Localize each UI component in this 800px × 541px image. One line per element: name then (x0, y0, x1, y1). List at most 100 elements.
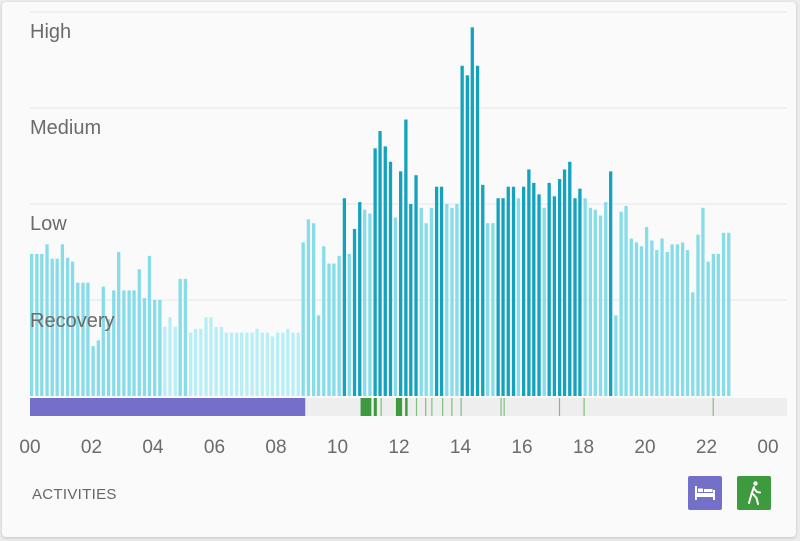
bar (235, 332, 239, 396)
bar (537, 194, 541, 396)
bar (634, 242, 639, 396)
bar (685, 250, 690, 396)
bar (158, 300, 162, 396)
bar (670, 244, 674, 396)
bar (70, 261, 75, 396)
walk-activity-block (360, 398, 372, 416)
walk-activity-mark (415, 398, 418, 416)
bar (240, 332, 244, 396)
bar (296, 332, 300, 396)
bar (40, 253, 44, 396)
bar (665, 252, 669, 396)
bar (399, 171, 403, 396)
bar (429, 207, 434, 396)
walk-activity-mark (460, 398, 462, 416)
bar (224, 332, 228, 396)
bar (204, 317, 208, 396)
bar (322, 246, 326, 396)
bar (378, 131, 382, 397)
bar (96, 340, 101, 396)
bar (465, 75, 470, 397)
bar (265, 332, 270, 396)
bar (598, 215, 603, 396)
bar (650, 240, 654, 396)
walk-activity-block (373, 398, 377, 416)
bar (414, 175, 418, 396)
bar (45, 244, 49, 396)
bed-icon-glyph (695, 486, 715, 500)
bar (250, 332, 254, 396)
bar (142, 298, 147, 396)
activities-label: ACTIVITIES (32, 486, 117, 503)
walking-person-icon[interactable] (737, 476, 771, 510)
bar (445, 204, 449, 396)
bar (81, 282, 85, 396)
x-tick-label: 06 (204, 437, 225, 458)
bar (306, 219, 311, 396)
x-tick-label: 00 (757, 437, 778, 458)
bar (588, 207, 593, 396)
bar (60, 244, 65, 396)
bar (153, 300, 157, 396)
bar (301, 242, 305, 396)
bar (112, 290, 116, 396)
bar (711, 253, 716, 396)
bar (619, 211, 623, 396)
bar (281, 332, 285, 396)
bar (327, 263, 331, 396)
bar (511, 186, 516, 396)
bar (352, 228, 357, 396)
bar (506, 186, 510, 396)
bar (527, 169, 531, 396)
bar (439, 186, 444, 396)
bar (30, 253, 34, 396)
bar (193, 328, 198, 396)
bar (393, 217, 398, 396)
bar (604, 202, 608, 396)
bar (286, 328, 290, 396)
bar (86, 282, 90, 396)
bar (214, 326, 218, 396)
bar (655, 250, 659, 396)
bar (496, 198, 500, 396)
bar (562, 169, 567, 396)
bar (701, 207, 705, 396)
bar (624, 205, 628, 396)
bar (727, 232, 731, 396)
walk-activity-mark (442, 398, 444, 416)
bar (255, 328, 259, 396)
bar (173, 326, 177, 396)
bar (373, 148, 377, 396)
bar (91, 346, 95, 396)
bar (35, 253, 39, 396)
bar (542, 207, 546, 396)
walk-activity-mark (583, 398, 585, 416)
bar (470, 27, 474, 397)
x-tick-label: 20 (634, 437, 655, 458)
bar (168, 317, 172, 396)
walk-activity-mark (425, 398, 427, 416)
bar (147, 255, 152, 396)
x-tick-label: 14 (450, 437, 472, 458)
x-tick-label: 00 (19, 437, 40, 458)
bar (629, 238, 633, 396)
bed-icon[interactable] (688, 476, 722, 510)
bar (337, 255, 341, 396)
bar (716, 253, 720, 396)
bar (424, 223, 428, 396)
bar (614, 315, 618, 396)
x-tick-label: 10 (327, 437, 348, 458)
bar (127, 290, 131, 396)
bar (491, 223, 495, 396)
bar (291, 332, 295, 396)
bar (50, 258, 54, 396)
bar (639, 246, 644, 396)
bar (455, 204, 459, 396)
walk-activity-mark (558, 398, 561, 416)
walk-activity-mark (431, 398, 433, 416)
bar (229, 332, 234, 396)
walk-icon-head (753, 481, 758, 486)
bar (260, 332, 264, 396)
bar (316, 315, 321, 396)
walk-activity-mark (380, 398, 382, 416)
